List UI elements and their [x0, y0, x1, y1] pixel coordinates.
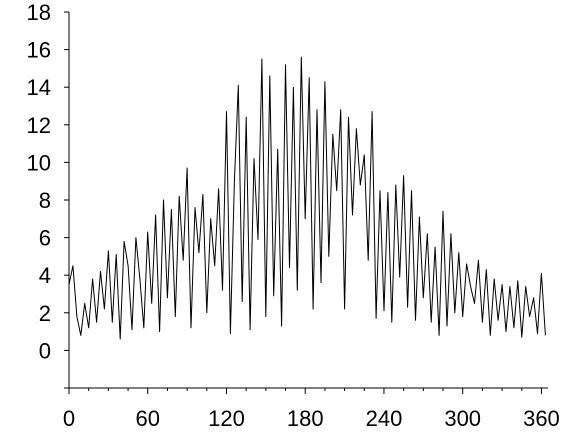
x-axis: 0 60 120 180 240 300 360: [63, 387, 560, 431]
x-tick-label: 240: [366, 406, 403, 431]
y-axis: 0 2 4 6 8 10 12 14 16 18: [27, 0, 70, 389]
x-tick-label: 0: [63, 406, 75, 431]
y-tick-label: 16: [27, 38, 51, 63]
x-tick-label: 300: [444, 406, 481, 431]
y-tick-label: 8: [39, 188, 51, 213]
y-tick-label: 12: [27, 113, 51, 138]
y-tick-label: 4: [39, 263, 51, 288]
y-tick-label: 6: [39, 226, 51, 251]
x-tick-label: 60: [135, 406, 159, 431]
x-tick-label: 120: [208, 406, 245, 431]
y-tick-label: 14: [27, 75, 51, 100]
y-tick-label: 0: [39, 338, 51, 363]
x-tick-label: 180: [287, 406, 324, 431]
y-tick-label: 10: [27, 150, 51, 175]
y-tick-label: 2: [39, 301, 51, 326]
y-tick-label: 18: [27, 0, 51, 25]
x-tick-label: 360: [523, 406, 560, 431]
series-line-0: [68, 56, 546, 340]
plot-area: [68, 56, 546, 340]
